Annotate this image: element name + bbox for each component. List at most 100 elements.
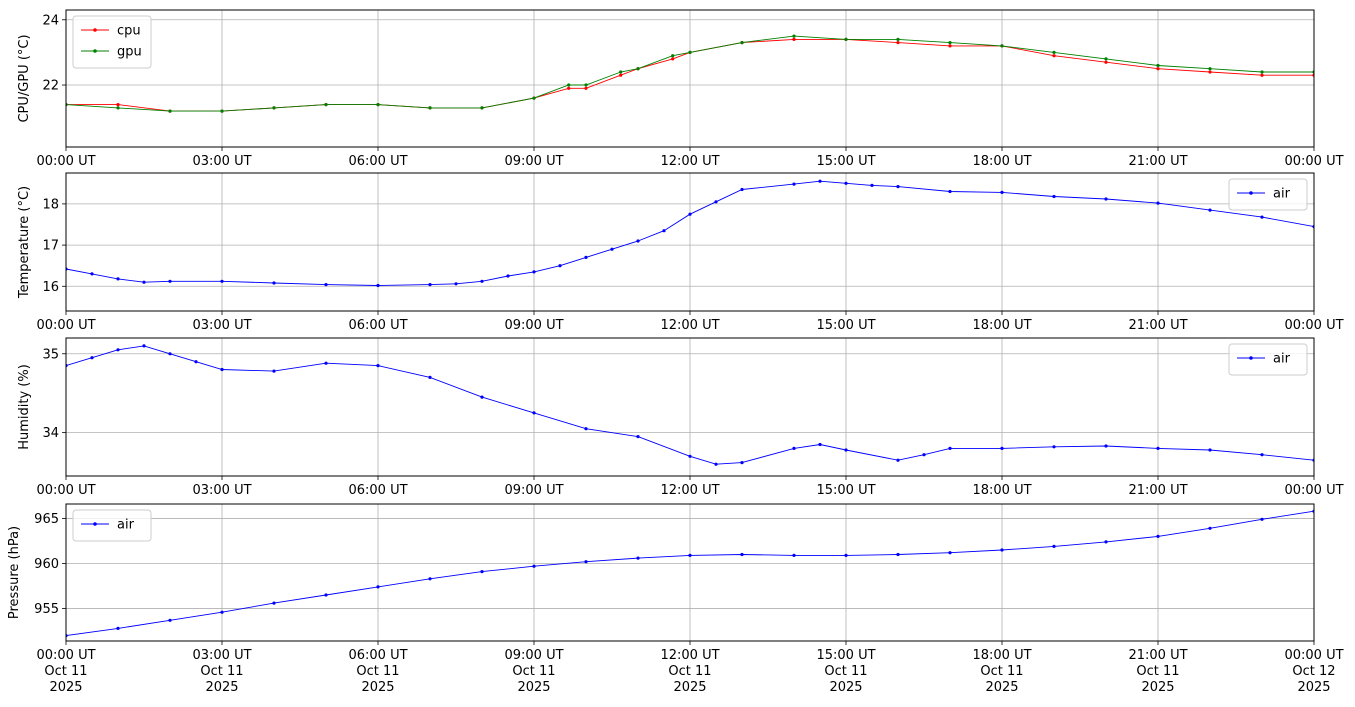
data-point: [168, 109, 172, 113]
legend-marker-air: [1249, 356, 1253, 360]
data-point: [636, 239, 640, 243]
data-point: [610, 247, 614, 251]
x-tick-label: 03:00 UT: [192, 318, 251, 333]
data-point: [948, 189, 952, 194]
x-tick-label: 00:00 UT: [1284, 483, 1343, 498]
data-point: [532, 411, 536, 415]
data-point: [454, 282, 458, 286]
data-point: [116, 106, 120, 110]
data-point: [792, 446, 796, 450]
data-point: [1104, 60, 1108, 64]
data-point: [567, 83, 571, 87]
data-point: [740, 552, 744, 557]
data-point: [740, 461, 744, 465]
axes-frame: [65, 172, 1315, 312]
legend-label-cpu: cpu: [117, 24, 141, 39]
data-point: [428, 106, 432, 110]
x-tick-label: 15:00 UT Oct 11 2025: [816, 648, 875, 695]
data-point: [688, 454, 692, 458]
data-point: [376, 364, 380, 368]
y-tick-label: 22: [42, 79, 59, 94]
data-point: [1052, 445, 1056, 449]
data-point: [532, 270, 536, 274]
x-tick-label: 00:00 UT: [36, 154, 95, 169]
data-point: [272, 106, 276, 110]
data-point: [1208, 526, 1212, 530]
x-tick-label: 09:00 UT: [504, 483, 563, 498]
data-point: [220, 367, 224, 372]
data-point: [1208, 67, 1212, 71]
y-tick-label: 955: [34, 602, 59, 617]
y-tick-label: 965: [34, 512, 59, 527]
data-point: [1156, 201, 1160, 205]
data-point: [1208, 208, 1212, 212]
data-point: [1208, 70, 1212, 74]
data-point: [324, 361, 328, 365]
x-tick-label: 06:00 UT: [348, 483, 407, 498]
legend: air: [72, 509, 152, 542]
legend-label-gpu: gpu: [117, 45, 142, 60]
data-point: [619, 73, 623, 77]
x-tick-label: 03:00 UT: [192, 483, 251, 498]
data-point: [480, 106, 484, 110]
data-point: [220, 279, 224, 283]
data-point: [376, 103, 380, 107]
data-point: [1260, 70, 1264, 74]
x-tick-label: 09:00 UT Oct 11 2025: [504, 648, 563, 695]
x-tick-label: 00:00 UT Oct 12 2025: [1284, 648, 1343, 695]
legend: air: [1228, 343, 1308, 376]
data-point: [662, 229, 666, 233]
data-point: [818, 179, 822, 183]
legend-marker-air: [93, 522, 97, 526]
data-point: [922, 453, 926, 457]
data-point: [844, 448, 848, 452]
data-point: [1104, 540, 1108, 544]
y-tick-label: 17: [42, 239, 59, 254]
data-point: [584, 86, 588, 90]
data-point: [584, 83, 588, 87]
axes-frame: [65, 503, 1315, 642]
data-point: [428, 577, 432, 581]
data-point: [1000, 44, 1004, 48]
data-point: [480, 395, 484, 399]
data-point: [584, 255, 588, 259]
data-point: [1156, 63, 1160, 68]
data-point: [896, 41, 900, 45]
x-tick-label: 12:00 UT: [660, 154, 719, 169]
x-tick-label: 09:00 UT: [504, 318, 563, 333]
data-point: [870, 183, 874, 187]
data-point: [844, 37, 848, 42]
legend-marker-gpu: [93, 49, 97, 53]
data-point: [428, 375, 432, 379]
data-point: [272, 601, 276, 605]
data-point: [792, 37, 796, 42]
data-point: [948, 41, 952, 45]
x-tick-label: 06:00 UT: [348, 154, 407, 169]
data-point: [714, 200, 718, 204]
data-point: [844, 553, 848, 558]
data-point: [532, 96, 536, 100]
data-point: [1052, 544, 1056, 549]
x-tick-label: 12:00 UT: [660, 483, 719, 498]
x-tick-label: 06:00 UT: [348, 318, 407, 333]
data-point: [1260, 215, 1264, 219]
chart-panel-2: 00:00 UT 03:00 UT 06:00 UT 09:00 UT 12:00 UT…: [17, 172, 1344, 333]
series-air: [66, 344, 1314, 466]
data-point: [896, 37, 900, 42]
x-tick-label: 03:00 UT: [192, 154, 251, 169]
x-tick-label: 18:00 UT: [972, 154, 1031, 169]
x-tick-label: 00:00 UT: [36, 483, 95, 498]
data-point: [584, 560, 588, 564]
data-point: [688, 212, 692, 216]
data-point: [324, 103, 328, 107]
y-axis-label: Humidity (%): [17, 364, 32, 450]
data-point: [567, 86, 571, 90]
data-point: [948, 446, 952, 450]
x-tick-label: 03:00 UT Oct 11 2025: [192, 648, 251, 695]
data-point: [116, 103, 120, 107]
data-point: [740, 41, 744, 45]
data-point: [1156, 534, 1160, 539]
y-tick-label: 16: [42, 280, 59, 295]
data-point: [168, 352, 172, 356]
